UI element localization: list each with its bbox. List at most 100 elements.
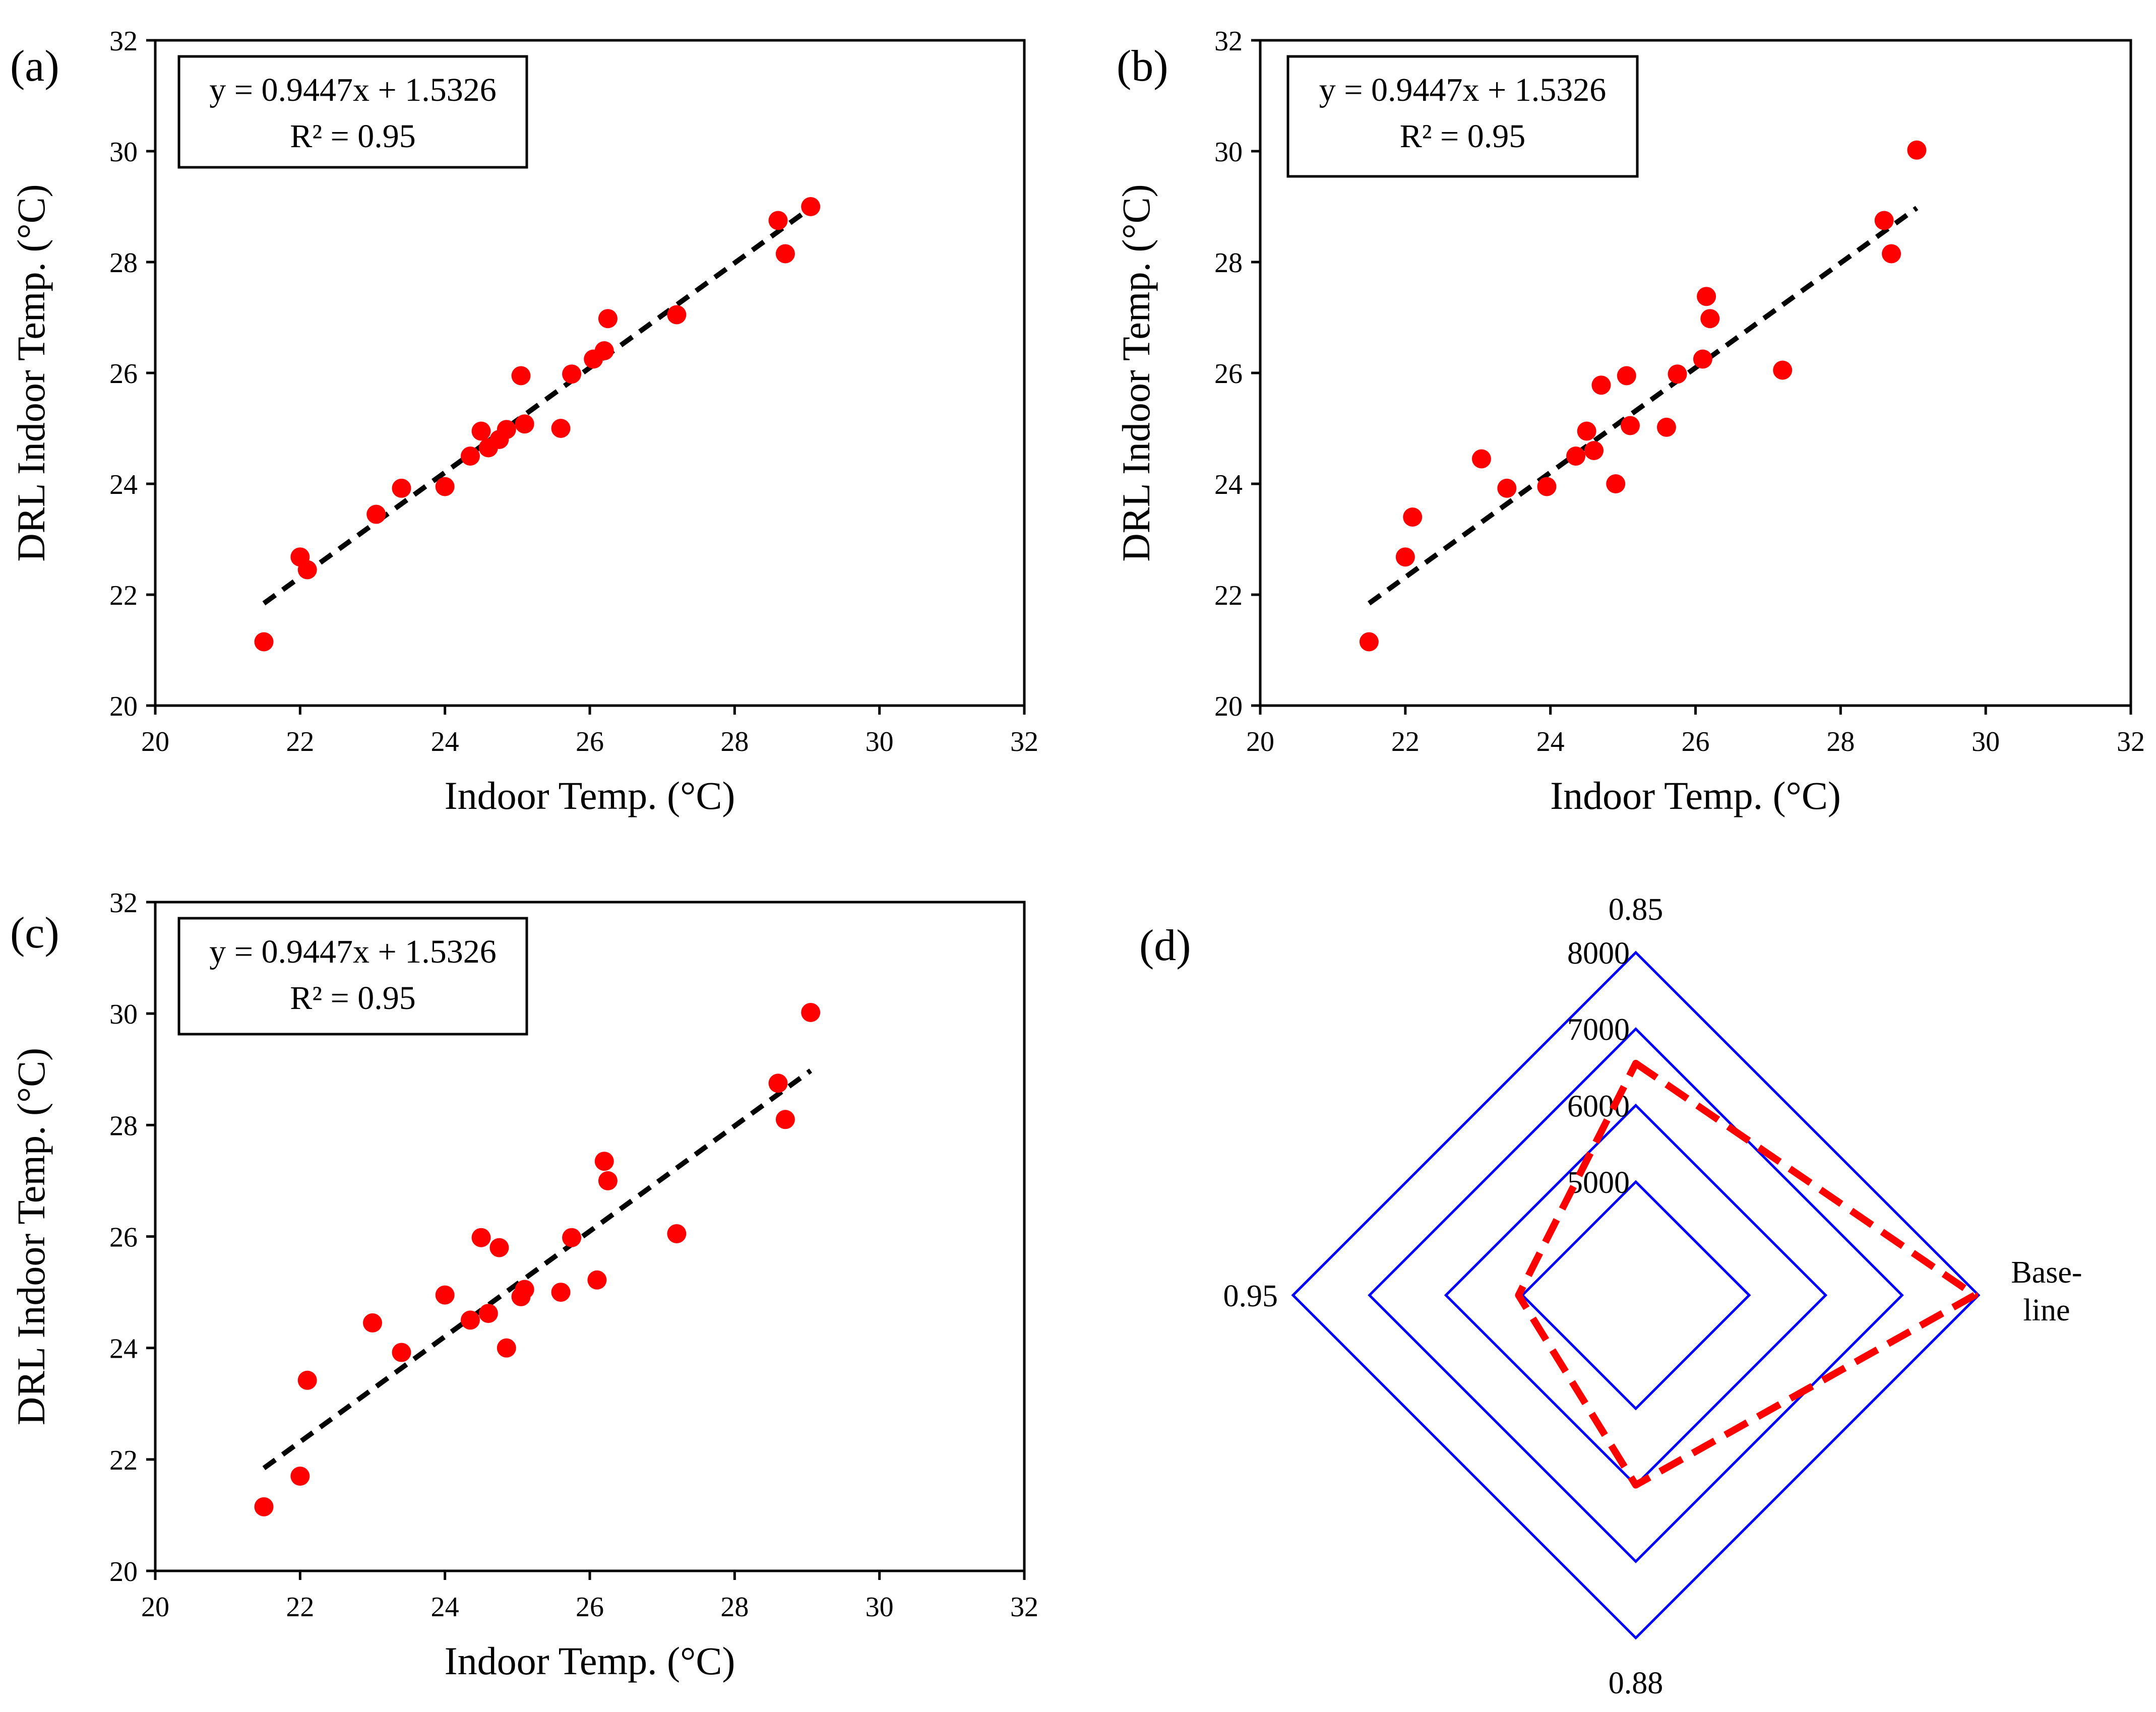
y-tick-label: 22 xyxy=(1214,580,1243,611)
data-point xyxy=(1882,244,1901,264)
data-point xyxy=(497,1339,516,1358)
data-point xyxy=(497,420,516,439)
x-axis-label: Indoor Temp. (°C) xyxy=(445,1639,735,1683)
axis-label-top: 0.85 xyxy=(1609,893,1664,927)
data-point xyxy=(1591,375,1611,395)
r-squared-label: R² = 0.95 xyxy=(290,118,416,155)
y-tick-label: 32 xyxy=(109,26,138,57)
data-point xyxy=(461,447,480,466)
radar-ring xyxy=(1293,953,1979,1638)
data-point xyxy=(392,1343,411,1362)
scatter-panel-c: 20 22 24 26 28 30 32 20 22 24 26 28 30 32 Indoor Temp.… xyxy=(9,887,1038,1683)
x-tick-label: 26 xyxy=(576,726,604,757)
data-point xyxy=(1657,418,1676,437)
data-point xyxy=(366,505,386,524)
data-point xyxy=(1577,422,1596,441)
axis-label-bottom: 0.88 xyxy=(1609,1666,1664,1700)
x-tick-label: 22 xyxy=(286,1592,314,1623)
data-point xyxy=(515,414,534,433)
x-tick-label: 20 xyxy=(141,726,169,757)
data-point xyxy=(298,1371,317,1390)
data-point xyxy=(436,1286,455,1305)
data-point xyxy=(472,1228,491,1247)
scatter-panel-b: 20 22 24 26 28 30 3220222426283032Indoor Temp.… xyxy=(1114,26,2145,817)
panel-label: (d) xyxy=(1139,921,1191,970)
data-point xyxy=(801,197,820,216)
data-point xyxy=(551,419,571,438)
data-point xyxy=(1396,547,1415,566)
y-tick-label: 26 xyxy=(1214,358,1243,390)
y-tick-label: 28 xyxy=(109,1110,138,1142)
y-tick-label: 32 xyxy=(1214,26,1243,57)
x-tick-label: 26 xyxy=(1682,726,1710,757)
y-tick-label: 32 xyxy=(109,887,138,919)
x-tick-label: 28 xyxy=(720,726,749,757)
data-point xyxy=(1566,447,1585,466)
data-point xyxy=(1360,632,1379,652)
scatter-panel-a: 20 22 24 26 28 30 32 20 22 24 26 28 30 32 Indoor Temp.… xyxy=(9,26,1038,817)
x-tick-label: 20 xyxy=(141,1592,169,1623)
data-point xyxy=(363,1313,382,1333)
x-tick-label: 26 xyxy=(576,1592,604,1623)
data-point xyxy=(1472,450,1491,469)
x-tick-label: 22 xyxy=(286,726,314,757)
x-tick-label: 24 xyxy=(1536,726,1565,757)
x-tick-label: 28 xyxy=(720,1592,749,1623)
data-point xyxy=(392,479,411,498)
data-point xyxy=(255,632,274,652)
data-point xyxy=(479,1304,498,1323)
data-point xyxy=(1617,366,1636,386)
x-axis-label: Indoor Temp. (°C) xyxy=(445,774,735,817)
data-point xyxy=(598,309,618,328)
y-axis-label: DRL Indoor Temp. (°C) xyxy=(9,184,53,561)
data-point xyxy=(1497,479,1516,498)
data-point xyxy=(489,1238,509,1257)
y-tick-label: 30 xyxy=(109,137,138,168)
data-point xyxy=(512,366,531,386)
data-point xyxy=(1907,141,1926,160)
x-tick-label: 24 xyxy=(431,726,459,757)
y-tick-label: 30 xyxy=(1214,137,1243,168)
data-point xyxy=(776,244,795,264)
x-axis-label: Indoor Temp. (°C) xyxy=(1550,774,1841,817)
y-tick-label: 26 xyxy=(109,1222,138,1253)
data-point xyxy=(1403,508,1422,527)
data-point xyxy=(667,1224,686,1243)
data-point xyxy=(562,364,581,384)
y-tick-label: 24 xyxy=(1214,469,1243,500)
axis-label-left: 0.95 xyxy=(1223,1279,1278,1313)
x-tick-label: 30 xyxy=(1972,726,2000,757)
panel-label: (b) xyxy=(1117,42,1168,91)
y-tick-label: 24 xyxy=(109,469,138,500)
data-point xyxy=(801,1003,820,1022)
x-tick-label: 32 xyxy=(1010,726,1038,757)
x-tick-label: 30 xyxy=(866,1592,894,1623)
ring-label: 8000 xyxy=(1567,936,1630,971)
x-tick-label: 32 xyxy=(2117,726,2145,757)
data-point xyxy=(1537,477,1556,496)
y-tick-label: 22 xyxy=(109,1445,138,1476)
data-point xyxy=(598,1171,618,1190)
y-tick-label: 28 xyxy=(1214,247,1243,279)
regression-equation: y = 0.9447x + 1.5326 xyxy=(209,933,496,970)
x-tick-label: 22 xyxy=(1391,726,1420,757)
trendline xyxy=(1369,208,1917,604)
x-tick-label: 32 xyxy=(1010,1592,1038,1623)
ring-label: 7000 xyxy=(1567,1013,1630,1047)
trendline xyxy=(264,208,811,604)
data-point xyxy=(461,1310,480,1329)
data-point xyxy=(595,341,614,360)
y-tick-label: 28 xyxy=(109,247,138,279)
data-point xyxy=(551,1283,571,1302)
ring-label: 5000 xyxy=(1567,1166,1630,1200)
data-point xyxy=(1693,350,1712,369)
r-squared-label: R² = 0.95 xyxy=(290,980,416,1017)
data-point xyxy=(587,1271,606,1290)
y-tick-label: 20 xyxy=(1214,691,1243,722)
regression-equation: y = 0.9447x + 1.5326 xyxy=(209,72,496,108)
r-squared-label: R² = 0.95 xyxy=(1400,118,1526,155)
data-point xyxy=(776,1110,795,1129)
trendline xyxy=(264,1070,811,1468)
x-tick-label: 30 xyxy=(866,726,894,757)
data-point xyxy=(595,1152,614,1171)
